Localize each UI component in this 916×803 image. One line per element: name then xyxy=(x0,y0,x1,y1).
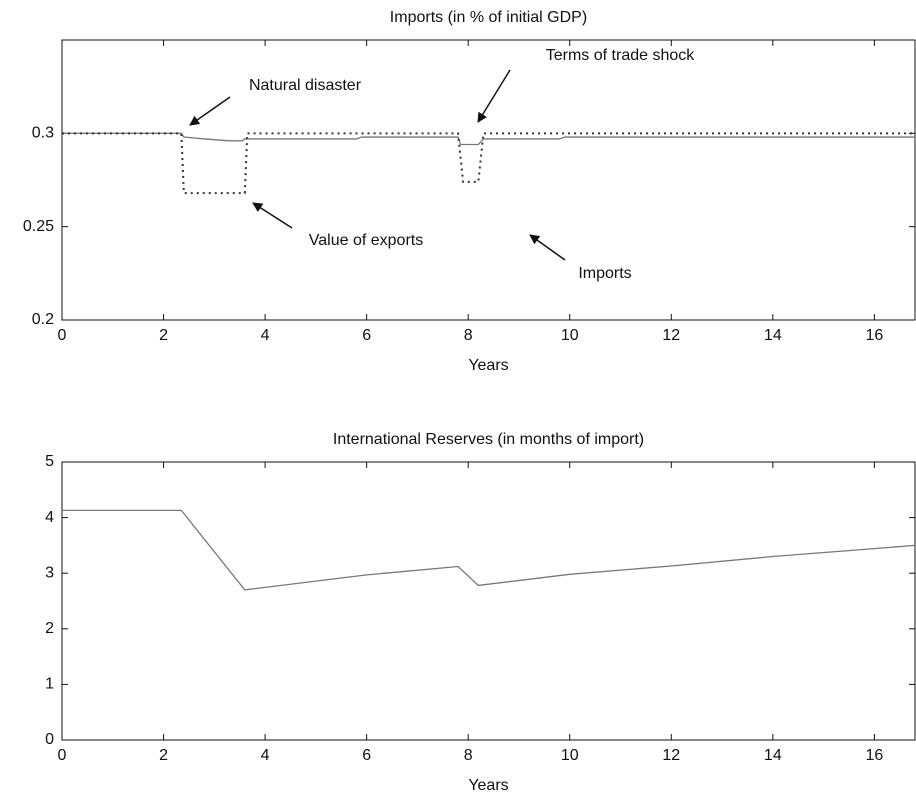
x-tick-label: 2 xyxy=(159,747,168,764)
x-axis-label: Years xyxy=(468,777,508,794)
annotation-arrow xyxy=(252,202,293,229)
y-tick-label: 0.2 xyxy=(32,311,54,328)
y-tick-label: 0.25 xyxy=(23,218,54,235)
x-tick-label: 0 xyxy=(58,747,67,764)
y-tick-label: 2 xyxy=(45,620,54,637)
y-tick-label: 1 xyxy=(45,676,54,693)
y-tick-label: 0 xyxy=(45,731,54,748)
chart-title: International Reserves (in months of imp… xyxy=(333,431,644,448)
annotation: Imports xyxy=(578,265,631,282)
x-tick-label: 16 xyxy=(865,747,883,764)
series-line xyxy=(62,132,915,195)
annotation: Natural disaster xyxy=(249,77,362,94)
annotation-arrow xyxy=(477,69,511,123)
annotation: Value of exports xyxy=(309,232,423,249)
x-tick-label: 6 xyxy=(362,327,371,344)
x-tick-label: 16 xyxy=(865,327,883,344)
x-axis-label: Years xyxy=(468,357,508,374)
x-tick-label: 10 xyxy=(561,327,579,344)
y-tick-label: 5 xyxy=(45,453,54,470)
series-line xyxy=(62,509,916,591)
x-tick-label: 10 xyxy=(561,747,579,764)
x-tick-label: 8 xyxy=(464,327,473,344)
annotation: Terms of trade shock xyxy=(546,47,696,64)
x-tick-label: 8 xyxy=(464,747,473,764)
y-tick-label: 0.3 xyxy=(32,125,54,142)
x-tick-label: 14 xyxy=(764,747,782,764)
y-tick-label: 3 xyxy=(45,564,54,581)
series-line xyxy=(62,132,915,146)
x-tick-label: 2 xyxy=(159,327,168,344)
plot-frame xyxy=(61,461,916,741)
x-tick-label: 6 xyxy=(362,747,371,764)
x-tick-label: 12 xyxy=(662,747,680,764)
x-tick-label: 4 xyxy=(261,747,270,764)
x-tick-label: 0 xyxy=(58,327,67,344)
x-tick-label: 14 xyxy=(764,327,782,344)
x-tick-label: 4 xyxy=(261,327,270,344)
y-tick-label: 4 xyxy=(45,509,54,526)
chart-title: Imports (in % of initial GDP) xyxy=(390,9,587,26)
plot-frame xyxy=(61,39,916,321)
x-tick-label: 12 xyxy=(662,327,680,344)
annotation-arrow xyxy=(189,96,231,126)
annotation-arrow xyxy=(529,234,566,261)
